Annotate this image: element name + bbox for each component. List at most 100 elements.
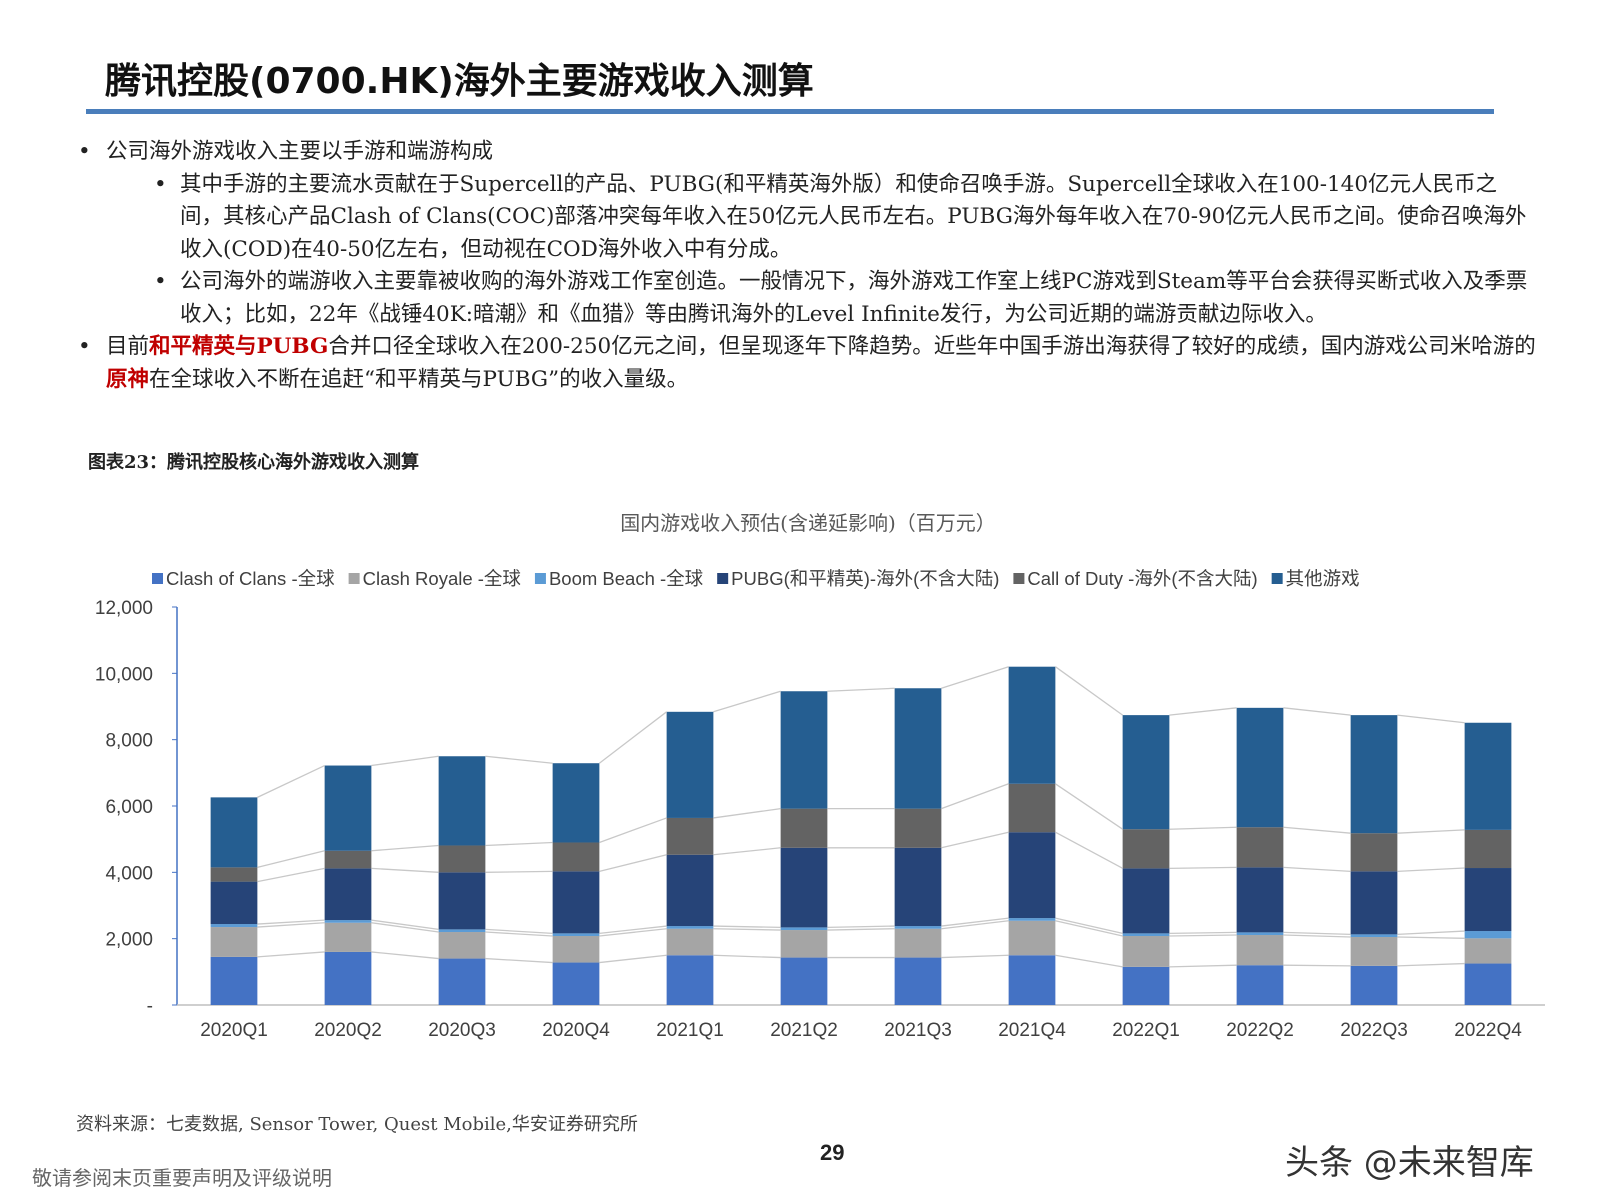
connector-line bbox=[1397, 930, 1465, 936]
bar-segment bbox=[894, 688, 942, 809]
connector-line bbox=[1169, 707, 1237, 716]
bar-segment bbox=[666, 854, 714, 927]
connector-line bbox=[599, 817, 667, 844]
bar-segment bbox=[894, 808, 942, 848]
x-tick-label: 2021Q2 bbox=[770, 1020, 838, 1041]
connector-line bbox=[485, 870, 553, 873]
connector-line bbox=[941, 783, 1009, 810]
connector-line bbox=[1397, 829, 1465, 834]
y-tick-label: - bbox=[147, 996, 153, 1017]
legend-label: PUBG(和平精英)-海外(不含大陆) bbox=[731, 568, 999, 589]
x-tick-label: 2022Q4 bbox=[1454, 1020, 1522, 1041]
legend-swatch bbox=[1013, 573, 1025, 584]
bar-segment bbox=[780, 847, 828, 928]
bullet-dot: • bbox=[154, 269, 167, 294]
bar-segment bbox=[894, 928, 942, 958]
bar-segment bbox=[438, 872, 486, 930]
legend-swatch bbox=[348, 573, 360, 584]
bar-segment bbox=[666, 926, 714, 929]
connector-line bbox=[1283, 934, 1351, 938]
title-rule bbox=[86, 109, 1494, 114]
connector-line bbox=[599, 925, 667, 935]
y-tick-label: 8,000 bbox=[105, 731, 153, 752]
connector-line bbox=[257, 764, 325, 798]
bullet-text: 在全球收入不断在追赶“和平精英与PUBG”的收入量级。 bbox=[149, 366, 689, 392]
bar-segment bbox=[1236, 965, 1284, 1005]
connector-line bbox=[1397, 714, 1465, 724]
bar-segment bbox=[1008, 918, 1056, 921]
bar-segment bbox=[1236, 707, 1284, 828]
bar-segment bbox=[552, 842, 600, 872]
bar-segment bbox=[1122, 966, 1170, 1005]
connector-line bbox=[1055, 917, 1123, 934]
bar-segment bbox=[438, 932, 486, 959]
bar-segment bbox=[1350, 833, 1398, 872]
bullet-text: 目前 bbox=[106, 334, 150, 359]
connector-line bbox=[1169, 964, 1237, 968]
bar-segment bbox=[894, 957, 942, 1005]
connector-line bbox=[371, 867, 439, 873]
bar-segment bbox=[324, 922, 372, 952]
bullet-item: • 公司海外游戏收入主要以手游和端游构成 bbox=[78, 136, 1538, 169]
bar-segment bbox=[552, 763, 600, 843]
connector-line bbox=[1169, 826, 1237, 830]
connector-line bbox=[1397, 867, 1465, 872]
bullet-text: 其中手游的主要流水贡献在于Supercell的产品、PUBG(和平精英海外版）和… bbox=[180, 171, 1527, 262]
x-tick-label: 2020Q1 bbox=[200, 1020, 268, 1041]
legend-label: 其他游戏 bbox=[1286, 568, 1360, 589]
chart-title: 国内游戏收入预估(含递延影响)（百万元） bbox=[620, 511, 996, 535]
bar-segment bbox=[1122, 936, 1170, 967]
bar-segment bbox=[324, 850, 372, 869]
legend-swatch bbox=[1271, 573, 1283, 584]
connector-line bbox=[713, 928, 781, 931]
bar-segment bbox=[1464, 931, 1512, 939]
bar-segment bbox=[894, 926, 942, 929]
bar-segment bbox=[552, 936, 600, 963]
connector-line bbox=[599, 928, 667, 937]
connector-line bbox=[485, 755, 553, 764]
bullet-dot: • bbox=[78, 334, 91, 359]
connector-line bbox=[257, 919, 325, 925]
connector-line bbox=[1283, 866, 1351, 872]
connector-line bbox=[1055, 920, 1123, 937]
connector-line bbox=[485, 928, 553, 935]
connector-line bbox=[827, 687, 895, 692]
bar-segment bbox=[780, 957, 828, 1005]
bar-segment bbox=[1350, 937, 1398, 966]
bar-segment bbox=[1464, 938, 1512, 964]
bar-segment bbox=[438, 845, 486, 873]
connector-line bbox=[1169, 866, 1237, 870]
figure-caption: 图表23：腾讯控股核心海外游戏收入测算 bbox=[88, 452, 420, 473]
connector-line bbox=[371, 922, 439, 933]
bar-segment bbox=[1236, 932, 1284, 936]
bar-segment bbox=[1236, 827, 1284, 868]
bar-segment bbox=[1236, 935, 1284, 966]
bar-segment bbox=[552, 871, 600, 934]
connector-line bbox=[257, 850, 325, 868]
x-tick-label: 2020Q2 bbox=[314, 1020, 382, 1041]
connector-line bbox=[485, 957, 553, 964]
x-tick-label: 2022Q3 bbox=[1340, 1020, 1408, 1041]
bar-segment bbox=[1464, 868, 1512, 932]
x-tick-label: 2022Q2 bbox=[1226, 1020, 1294, 1041]
connector-line bbox=[1283, 931, 1351, 936]
bullet-text: 原神 bbox=[106, 366, 150, 392]
connector-line bbox=[713, 690, 781, 713]
bullet-item: • 公司海外的端游收入主要靠被收购的海外游戏工作室创造。一般情况下，海外游戏工作室… bbox=[78, 266, 1538, 331]
connector-line bbox=[827, 928, 895, 931]
bar-segment bbox=[780, 930, 828, 958]
bar-segment bbox=[438, 756, 486, 846]
connector-line bbox=[1055, 783, 1123, 830]
bar-segment bbox=[666, 928, 714, 956]
bar-segment bbox=[666, 955, 714, 1005]
connector-line bbox=[1283, 826, 1351, 834]
bar-segment bbox=[780, 808, 828, 848]
disclaimer: 敬请参阅末页重要声明及评级说明 bbox=[32, 1166, 332, 1190]
y-tick-label: 10,000 bbox=[95, 664, 153, 685]
connector-line bbox=[1397, 962, 1465, 967]
bullet-dot: • bbox=[78, 139, 91, 164]
bar-segment bbox=[1350, 871, 1398, 935]
connector-line bbox=[827, 925, 895, 929]
y-tick-label: 6,000 bbox=[105, 797, 153, 818]
